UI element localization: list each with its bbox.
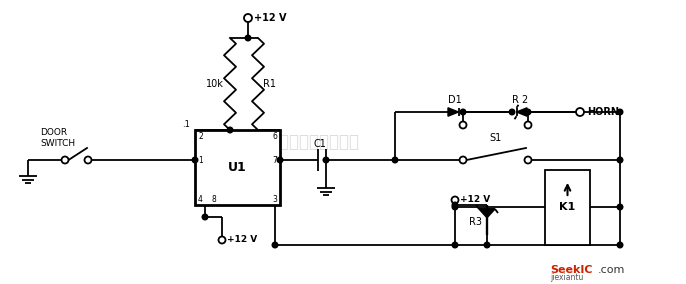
Circle shape [227, 127, 233, 133]
Text: 杭州将睷科技有限公司: 杭州将睷科技有限公司 [259, 133, 359, 151]
Text: jiexiantu: jiexiantu [550, 273, 583, 283]
Circle shape [392, 157, 398, 163]
Text: +12 V: +12 V [227, 235, 257, 245]
Text: HORN: HORN [587, 107, 619, 117]
Circle shape [452, 204, 458, 210]
Text: .com: .com [598, 265, 626, 275]
Circle shape [244, 14, 252, 22]
Text: S1: S1 [489, 133, 501, 143]
Polygon shape [448, 108, 458, 116]
Text: U1: U1 [228, 161, 247, 174]
Text: DOOR
SWITCH: DOOR SWITCH [40, 128, 75, 148]
Circle shape [617, 109, 623, 115]
Circle shape [460, 122, 466, 128]
Text: 2: 2 [198, 131, 203, 141]
Circle shape [452, 242, 458, 248]
Text: 4: 4 [198, 195, 203, 204]
Bar [195, 130, 280, 205]
Circle shape [84, 156, 91, 164]
Circle shape [323, 157, 329, 163]
Text: K1: K1 [559, 202, 576, 212]
Circle shape [509, 109, 514, 115]
Text: D1: D1 [448, 95, 462, 105]
Circle shape [277, 157, 283, 163]
Circle shape [617, 204, 623, 210]
Text: C1: C1 [314, 139, 327, 149]
Text: 6: 6 [272, 131, 277, 141]
Circle shape [460, 109, 466, 115]
Circle shape [62, 156, 69, 164]
Text: 8: 8 [211, 195, 216, 204]
Text: .1: .1 [182, 120, 190, 128]
Circle shape [452, 202, 458, 208]
Text: R3: R3 [469, 217, 482, 227]
Circle shape [525, 156, 532, 164]
Circle shape [451, 197, 458, 204]
Circle shape [460, 156, 466, 164]
Circle shape [272, 242, 278, 248]
Text: +12 V: +12 V [460, 195, 490, 204]
Text: R 2: R 2 [512, 95, 528, 105]
Bar [545, 170, 590, 245]
Circle shape [484, 242, 490, 248]
Text: 1: 1 [198, 156, 203, 164]
Circle shape [202, 214, 208, 220]
Circle shape [245, 35, 251, 41]
Text: +12 V: +12 V [254, 13, 287, 23]
Text: SeekIC: SeekIC [550, 265, 593, 275]
Polygon shape [479, 209, 495, 218]
Text: 7: 7 [272, 156, 277, 164]
Circle shape [219, 237, 226, 243]
Circle shape [576, 108, 584, 116]
Text: 3: 3 [272, 195, 277, 204]
Circle shape [617, 242, 623, 248]
Circle shape [525, 122, 532, 128]
Circle shape [192, 157, 198, 163]
Circle shape [525, 109, 531, 115]
Circle shape [617, 157, 623, 163]
Polygon shape [517, 108, 527, 116]
Text: 10k: 10k [206, 79, 224, 89]
Text: R1: R1 [263, 79, 276, 89]
